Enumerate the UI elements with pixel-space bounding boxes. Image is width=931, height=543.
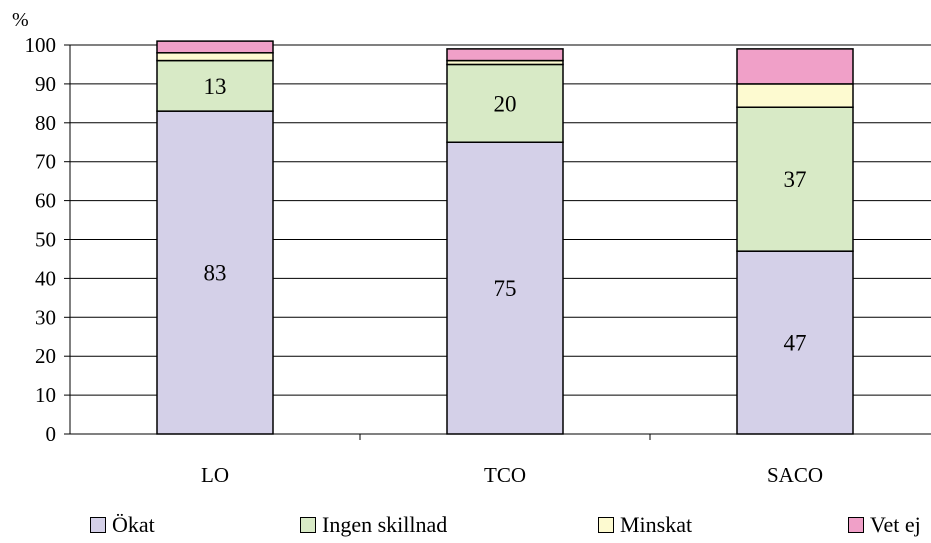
bar-segment	[156, 52, 274, 62]
y-tick-label: 70	[35, 150, 56, 174]
legend-swatch	[848, 517, 864, 533]
data-label: 20	[494, 91, 517, 116]
data-labels: 83 13 75 20 47 37	[204, 74, 807, 356]
y-tick-label: 50	[35, 228, 56, 252]
y-tick-label: 30	[35, 305, 56, 329]
data-label: 13	[204, 74, 227, 99]
data-label: 83	[204, 261, 227, 286]
y-tick-label: 60	[35, 189, 56, 213]
bar-segment	[446, 48, 564, 62]
legend-swatch	[300, 517, 316, 533]
bar-segment	[736, 106, 854, 252]
legend-label: Vet ej	[870, 512, 921, 537]
legend-label: Minskat	[620, 512, 693, 537]
y-tick-label: 0	[46, 422, 57, 446]
bar-segment	[736, 83, 854, 108]
y-tick-label: 90	[35, 72, 56, 96]
data-label: 47	[784, 331, 807, 356]
legend-item: Ökat	[90, 510, 155, 540]
legend-item: Minskat	[598, 510, 692, 540]
y-ticks: 0 10 20 30 40 50 60 70 80 90 100	[25, 33, 70, 446]
bar-segment	[156, 59, 274, 112]
y-tick-label: 40	[35, 266, 56, 290]
x-tick-label: TCO	[484, 463, 526, 487]
stacked-bar-chart: 0 10 20 30 40 50 60 70 80 90 100 LO TCO SACO % 83 13 7…	[12, 9, 931, 487]
legend-item: Ingen skillnad	[300, 510, 447, 540]
y-tick-label: 10	[35, 383, 56, 407]
legend-label: Ingen skillnad	[322, 512, 448, 537]
y-tick-label: 20	[35, 344, 56, 368]
bars	[156, 40, 854, 435]
y-tick-label: 80	[35, 111, 56, 135]
x-tick-label: SACO	[767, 463, 823, 487]
x-tick-label: LO	[201, 463, 229, 487]
y-tick-label: 100	[25, 33, 57, 57]
y-axis-label: %	[12, 9, 29, 31]
legend: Ökat Ingen skillnad Minskat Vet ej	[0, 510, 931, 540]
legend-item: Vet ej	[848, 510, 921, 540]
bar-segment	[446, 63, 564, 143]
bar-segment	[156, 40, 274, 54]
legend-swatch	[90, 517, 106, 533]
data-label: 75	[494, 276, 517, 301]
legend-swatch	[598, 517, 614, 533]
x-ticks: LO TCO SACO	[201, 434, 823, 487]
legend-label: Ökat	[112, 512, 155, 537]
bar-segment	[736, 48, 854, 85]
data-label: 37	[784, 167, 807, 192]
